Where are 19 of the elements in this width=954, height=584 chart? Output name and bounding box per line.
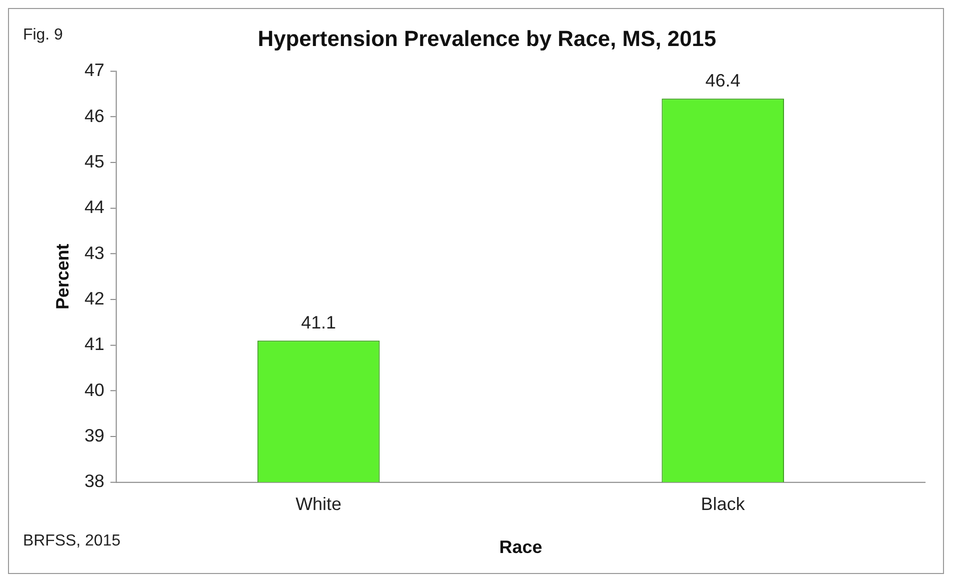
text: BRFSS, 2015 [22,532,121,550]
caption: Fig. 9 [22,26,63,44]
y-tick-label: 41 [84,334,104,354]
y-tick-label: 38 [84,471,104,492]
y-tick-label: 42 [84,288,104,308]
y-tick-label: 47 [84,60,104,80]
y-tick-label: 39 [84,425,104,446]
x-axis-title: Race [499,537,542,558]
data-label: 41.1 [301,312,336,333]
y-tick-label: 46 [84,106,104,126]
x-tick-label: Black [700,494,745,514]
x-tick-label: White [296,494,342,514]
y-tick-label: 40 [84,380,104,400]
chart-title: Hypertension Prevalence by Race, MS, 2015 [258,26,716,52]
y-axis-title: Percent [52,244,73,310]
data-label: 46.4 [705,70,740,91]
y-tick-label: 43 [84,242,104,263]
y-tick-label: 44 [84,197,104,218]
y-tick-label: 45 [84,151,104,172]
